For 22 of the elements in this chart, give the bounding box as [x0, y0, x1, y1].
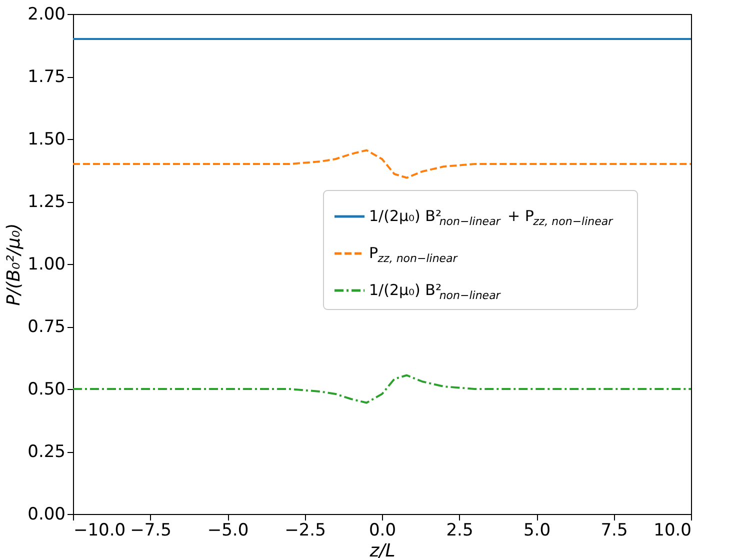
- y-tick-label: 0.50: [28, 380, 66, 400]
- x-tick-label: −5.0: [207, 520, 249, 540]
- x-tick-label: 10.0: [654, 520, 692, 540]
- line-series: [72, 149, 692, 179]
- y-tick-label: 0.75: [28, 317, 66, 337]
- x-tick-label: −2.5: [284, 520, 326, 540]
- x-axis-title: z/L: [368, 540, 396, 558]
- line-series: [72, 374, 692, 404]
- y-tick-label: 1.00: [28, 254, 66, 274]
- x-tick-label: −10.0: [74, 520, 126, 540]
- y-tick-label: 1.25: [28, 192, 66, 212]
- y-tick-label: 2.00: [28, 4, 66, 24]
- y-tick-label: 1.50: [28, 130, 66, 150]
- y-axis-title: P/(B₀²/μ₀): [4, 223, 25, 306]
- x-tick-label: −7.5: [130, 520, 172, 540]
- y-tick-label: 0.00: [28, 504, 66, 524]
- x-tick-label: 7.5: [600, 520, 628, 540]
- x-tick-label: 2.5: [446, 520, 474, 540]
- y-tick-label: 1.75: [28, 67, 66, 87]
- y-tick-label: 0.25: [28, 442, 66, 462]
- x-tick-label: 0.0: [368, 520, 396, 540]
- x-tick-label: 5.0: [523, 520, 551, 540]
